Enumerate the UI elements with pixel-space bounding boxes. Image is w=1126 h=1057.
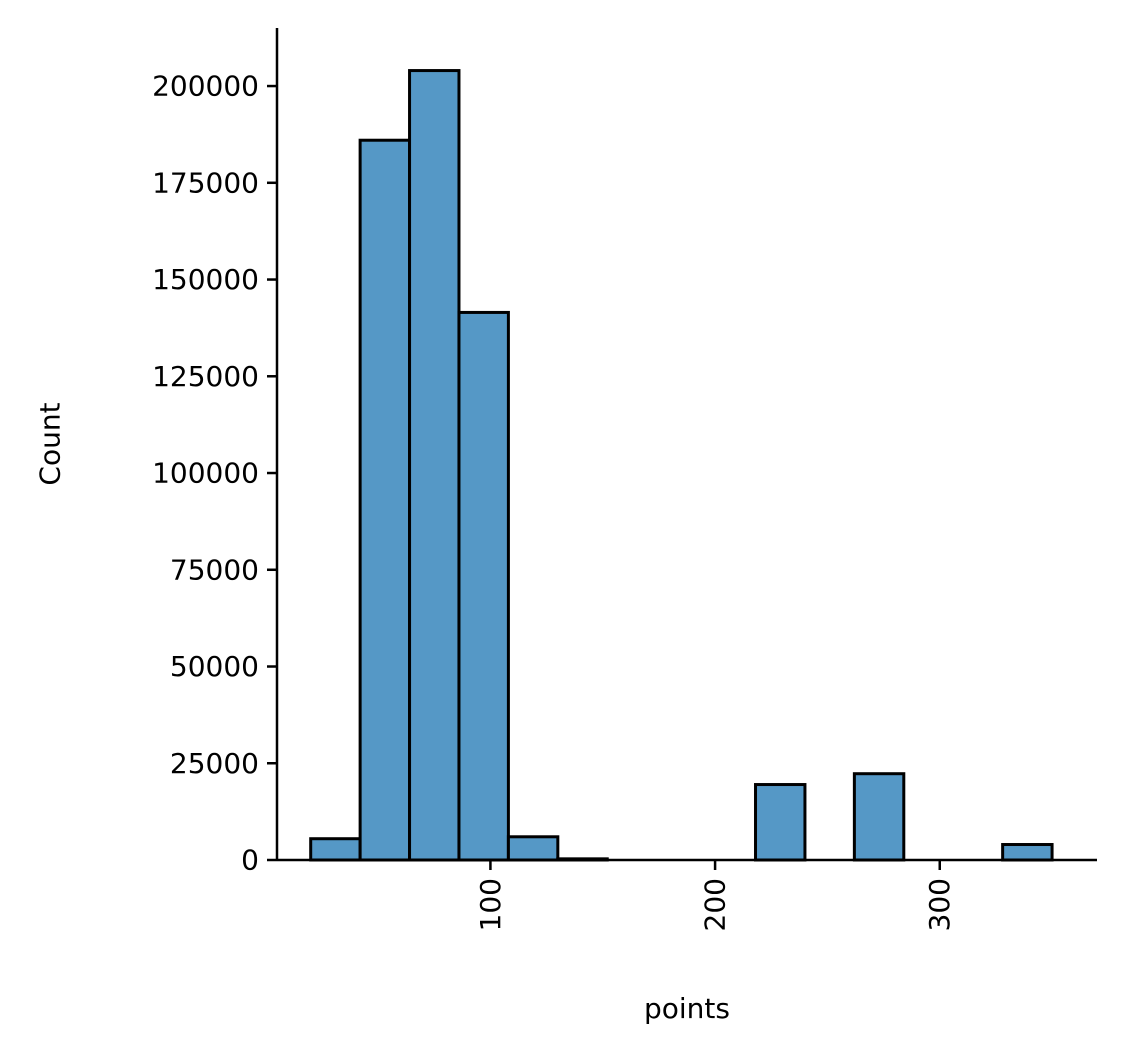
y-tick-label: 175000 [152,166,259,199]
x-ticks-group: 100 200 300 [474,860,956,931]
axes-group [275,28,1097,862]
histogram-bar [506,835,560,862]
bars-group [309,69,1054,862]
y-axis-label: Count [34,402,67,485]
histogram-bar [358,138,412,862]
histogram-bar [457,310,510,862]
y-tick-label: 125000 [152,360,259,393]
y-tick-label: 75000 [170,553,259,586]
histogram-bar [1001,843,1054,862]
histogram-bar [852,772,906,862]
y-tick-label: 150000 [152,263,259,296]
y-tick-label: 0 [241,844,259,877]
y-tick-label: 200000 [152,70,259,103]
histogram-bar [754,783,807,862]
histogram-bar [408,69,461,862]
histogram-bar [309,837,362,862]
x-axis-label: points [644,992,730,1025]
x-tick-label: 300 [923,878,956,931]
y-ticks-group: 0 25000 50000 75000 100000 125000 150000 175000… [152,70,277,877]
x-tick-label: 200 [699,878,732,931]
y-tick-label: 25000 [170,747,259,780]
y-tick-label: 50000 [170,650,259,683]
y-tick-label: 100000 [152,457,259,490]
x-tick-label: 100 [474,878,507,931]
